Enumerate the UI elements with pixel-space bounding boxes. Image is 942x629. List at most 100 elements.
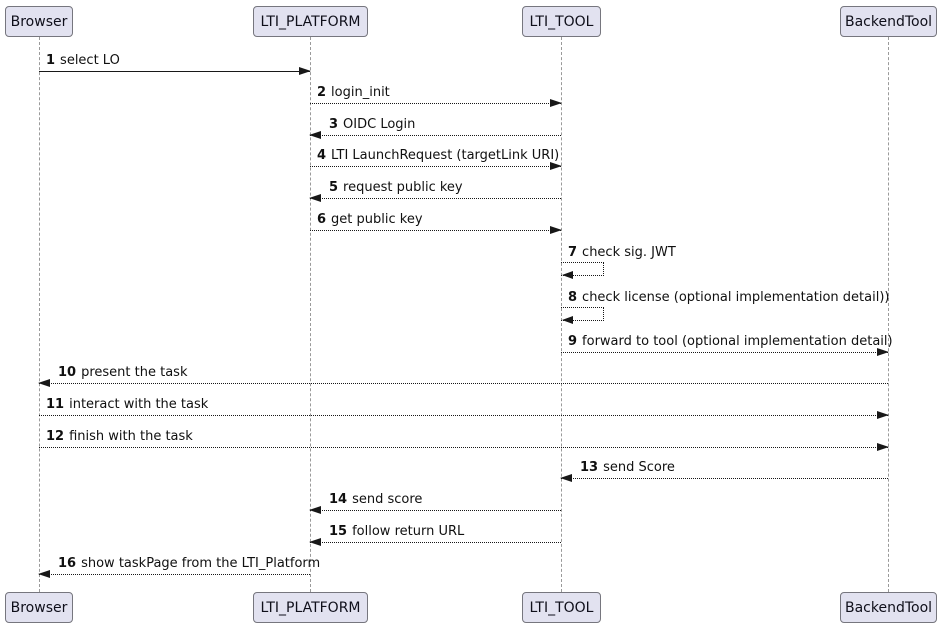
message-number: 10 [58,365,77,380]
message-text: send score [352,492,423,507]
message-label: 16 show taskPage from the LTI_Platform [58,556,320,571]
arrowhead-icon [550,162,562,170]
participant-label: LTI_PLATFORM [260,599,361,616]
participant-lti-platform-top: LTI_PLATFORM [253,6,368,37]
message-number: 7 [568,245,578,260]
message-line [310,135,561,136]
message-label: 15 follow return URL [329,524,464,539]
message-line [310,103,561,104]
participant-lti-tool-top: LTI_TOOL [522,6,601,37]
arrowhead-icon [299,67,311,75]
message-number: 9 [568,334,578,349]
message-line [310,198,561,199]
message-text: show taskPage from the LTI_Platform [81,556,321,571]
arrowhead-icon [560,474,572,482]
arrowhead-icon [550,226,562,234]
participant-browser-bottom: Browser [5,592,73,623]
message-text: send Score [603,460,675,475]
message-number: 2 [317,85,327,100]
message-label: 14 send score [329,492,422,507]
message-text: follow return URL [352,524,465,539]
participant-label: LTI_TOOL [529,599,594,616]
message-number: 14 [329,492,348,507]
message-line [39,71,310,72]
lifeline-lti-tool [561,37,562,592]
message-number: 1 [46,53,56,68]
message-number: 16 [58,556,77,571]
arrowhead-icon [38,570,50,578]
participant-label: LTI_TOOL [529,13,594,30]
message-number: 15 [329,524,348,539]
message-text: request public key [343,180,463,195]
message-label: 3 OIDC Login [329,117,415,132]
message-number: 13 [580,460,599,475]
message-text: OIDC Login [343,117,416,132]
arrowhead-icon [38,379,50,387]
participant-backendtool-bottom: BackendTool [840,592,937,623]
message-number: 4 [317,148,327,163]
message-label: 2 login_init [317,85,390,100]
message-text: select LO [60,53,120,68]
message-text: LTI LaunchRequest (targetLink URI) [331,148,560,163]
participant-lti-tool-bottom: LTI_TOOL [522,592,601,623]
message-line [310,230,561,231]
arrowhead-icon [562,316,573,324]
message-line [561,352,888,353]
message-label: 12 finish with the task [46,429,193,444]
message-text: finish with the task [69,429,193,444]
message-line [39,383,888,384]
arrowhead-icon [309,131,321,139]
message-label: 8 check license (optional implementation … [568,290,889,305]
participant-label: LTI_PLATFORM [260,13,361,30]
self-message-loop [561,262,604,276]
message-text: check license (optional implementation d… [582,290,890,305]
message-line [310,542,561,543]
lifeline-browser [39,37,40,592]
message-text: interact with the task [69,397,209,412]
message-label: 9 forward to tool (optional implementatio… [568,334,893,349]
message-line [39,447,888,448]
participant-backendtool-top: BackendTool [840,6,937,37]
message-number: 5 [329,180,339,195]
message-text: login_init [331,85,390,100]
participant-lti-platform-bottom: LTI_PLATFORM [253,592,368,623]
message-number: 12 [46,429,65,444]
message-line [561,478,888,479]
message-label: 4 LTI LaunchRequest (targetLink URI) [317,148,559,163]
message-label: 11 interact with the task [46,397,208,412]
message-text: check sig. JWT [582,245,676,260]
message-text: present the task [81,365,188,380]
arrowhead-icon [550,99,562,107]
message-text: get public key [331,212,423,227]
lifeline-backendtool [888,37,889,592]
message-text: forward to tool (optional implementation… [582,334,893,349]
message-number: 8 [568,290,578,305]
participant-label: Browser [10,13,68,30]
arrowhead-icon [562,271,573,279]
arrowhead-icon [309,194,321,202]
message-label: 1 select LO [46,53,120,68]
message-number: 6 [317,212,327,227]
participant-label: BackendTool [844,599,933,616]
message-line [310,166,561,167]
arrowhead-icon [309,538,321,546]
arrowhead-icon [309,506,321,514]
arrowhead-icon [877,348,889,356]
message-label: 10 present the task [58,365,187,380]
arrowhead-icon [877,443,889,451]
arrowhead-icon [877,411,889,419]
lifeline-lti-platform [310,37,311,592]
message-label: 6 get public key [317,212,423,227]
message-label: 5 request public key [329,180,463,195]
message-label: 7 check sig. JWT [568,245,676,260]
message-number: 3 [329,117,339,132]
message-label: 13 send Score [580,460,675,475]
message-line [39,574,310,575]
message-line [39,415,888,416]
message-line [310,510,561,511]
participant-browser-top: Browser [5,6,73,37]
participant-label: BackendTool [844,13,933,30]
message-number: 11 [46,397,65,412]
self-message-loop [561,307,604,321]
